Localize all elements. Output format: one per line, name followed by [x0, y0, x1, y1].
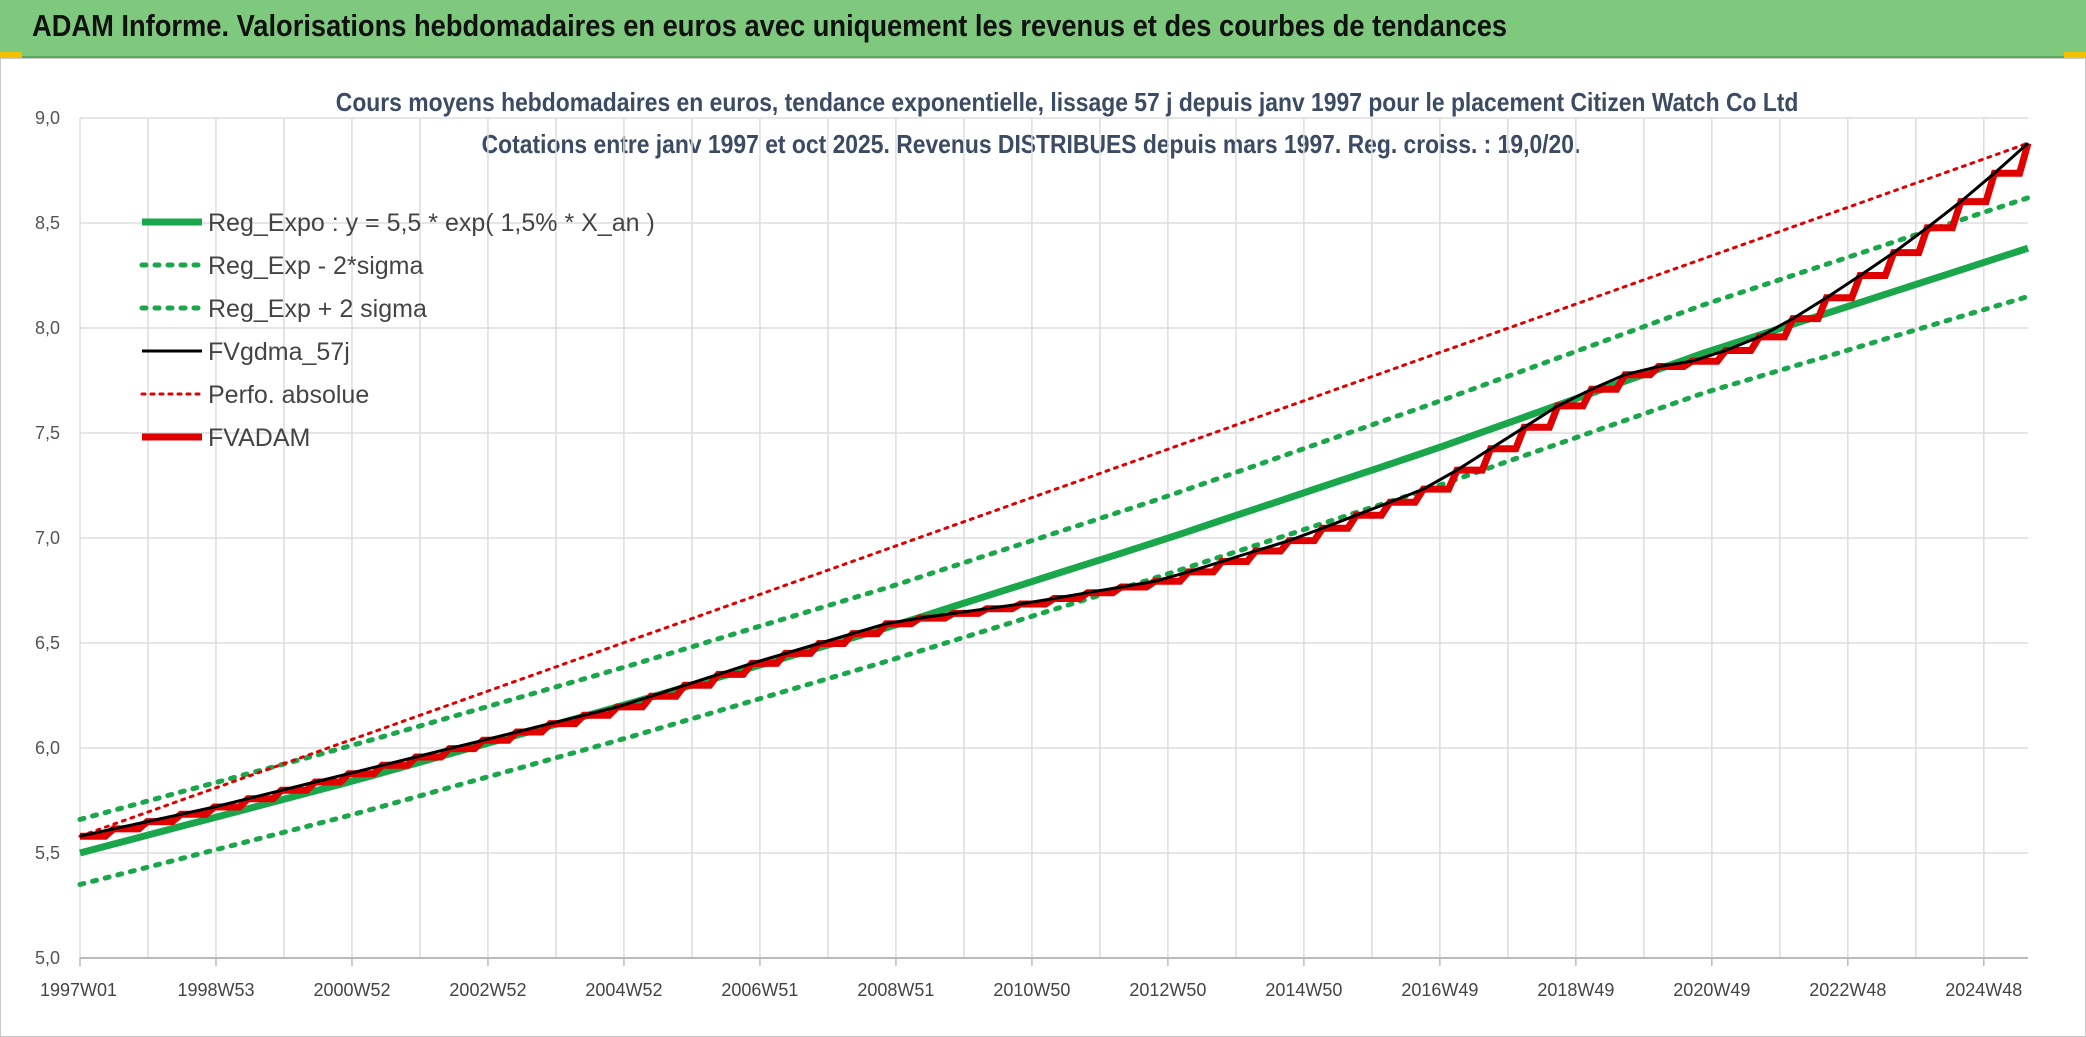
- axes: 5,0 5,5 6,0 6,5 7,0 7,5 8,0 8,5 9,0 1997W01 1998W5…: [35, 108, 2028, 1000]
- corner-accent-left: [0, 52, 22, 58]
- chart-area: Cours moyens hebdomadaires en euros, ten…: [0, 58, 2086, 1037]
- x-tick-label: 2006W51: [721, 980, 798, 1000]
- legend-label: Reg_Exp + 2 sigma: [208, 295, 427, 323]
- legend: Reg_Expo : y = 5,5 * exp( 1,5% * X_an ) R…: [139, 209, 655, 452]
- x-tick-label: 1997W01: [40, 980, 117, 1000]
- x-tick-label: 2024W48: [1945, 980, 2022, 1000]
- report-title: ADAM Informe. Valorisations hebdomadaire…: [32, 8, 1508, 43]
- y-tick-label: 6,5: [35, 633, 60, 653]
- y-tick-label: 8,5: [35, 213, 60, 233]
- legend-label: Perfo. absolue: [208, 381, 369, 409]
- chart-subtitle: Cotations entre janv 1997 et oct 2025. R…: [481, 129, 1581, 159]
- y-tick-label: 6,0: [35, 738, 60, 758]
- series-line-reg-expo-y-5-5-exp-1-5-x-an: [79, 244, 2030, 857]
- series-line-reg-exp-2-sigma: [77, 294, 2031, 887]
- x-tick-label: 2014W50: [1265, 980, 1342, 1000]
- legend-label: Reg_Expo : y = 5,5 * exp( 1,5% * X_an ): [208, 209, 655, 237]
- y-tick-label: 7,0: [35, 528, 60, 548]
- x-tick-label: 2000W52: [313, 980, 390, 1000]
- x-tick-label: 2022W48: [1809, 980, 1886, 1000]
- series: [77, 141, 2032, 887]
- x-tick-label: 1998W53: [177, 980, 254, 1000]
- x-tick-label: 2004W52: [585, 980, 662, 1000]
- series-line-reg-exp-2-sigma: [77, 195, 2031, 822]
- y-tick-label: 8,0: [35, 318, 60, 338]
- x-tick-label: 2012W50: [1129, 980, 1206, 1000]
- y-tick-label: 5,5: [35, 843, 60, 863]
- y-tick-label: 9,0: [35, 108, 60, 128]
- y-tick-label: 5,0: [35, 948, 60, 968]
- x-tick-label: 2020W49: [1673, 980, 1750, 1000]
- corner-accent-right: [2064, 52, 2086, 58]
- y-tick-label: 7,5: [35, 423, 60, 443]
- chart-title: Cours moyens hebdomadaires en euros, ten…: [335, 87, 1799, 117]
- legend-label: FVgdma_57j: [208, 338, 350, 366]
- report-banner: ADAM Informe. Valorisations hebdomadaire…: [0, 0, 2086, 58]
- x-tick-label: 2018W49: [1537, 980, 1614, 1000]
- x-tick-label: 2002W52: [449, 980, 526, 1000]
- x-tick-label: 2008W51: [857, 980, 934, 1000]
- x-tick-label: 2016W49: [1401, 980, 1478, 1000]
- series-line-fvgdma-57j: [79, 142, 2029, 838]
- grid: [79, 117, 2028, 959]
- legend-label: Reg_Exp - 2*sigma: [208, 252, 423, 280]
- x-tick-label: 2010W50: [993, 980, 1070, 1000]
- series-line-perfo-absolue: [78, 141, 2030, 838]
- legend-label: FVADAM: [208, 424, 310, 452]
